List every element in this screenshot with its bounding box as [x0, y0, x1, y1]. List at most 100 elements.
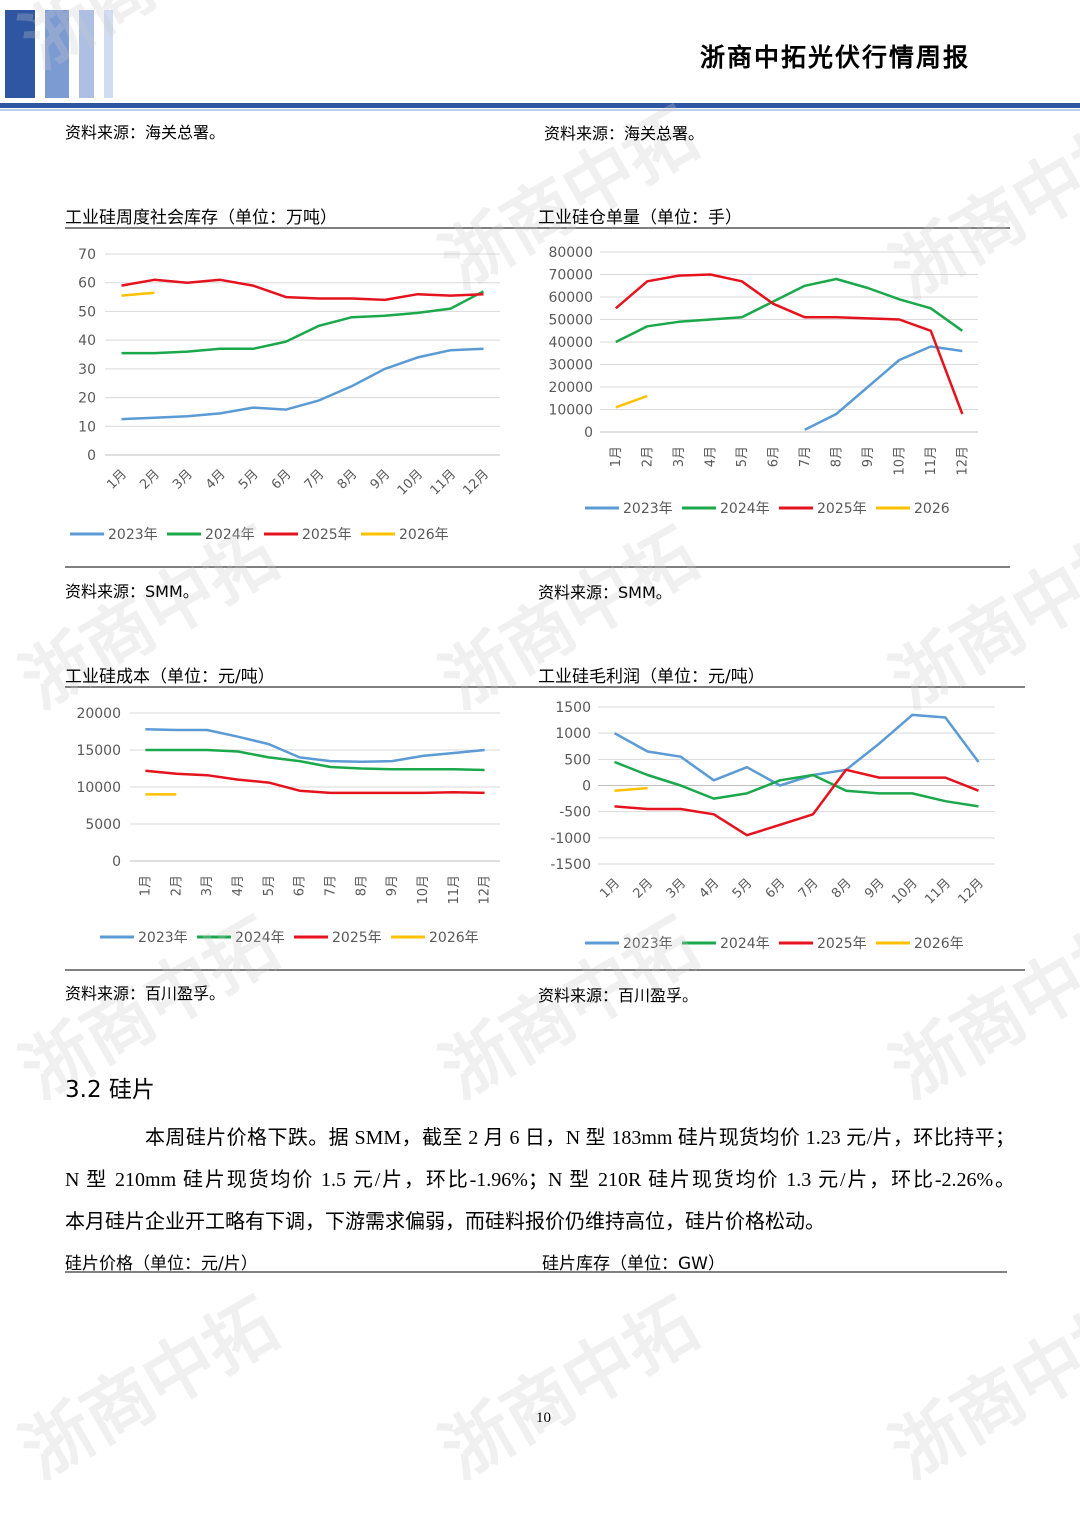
x-tick-label: 1月	[138, 875, 153, 896]
chart-title: 工业硅仓单量（单位：手）	[538, 208, 742, 228]
x-tick-label: 4月	[703, 446, 718, 467]
legend-label: 2026年	[914, 936, 964, 952]
legend-label: 2023年	[138, 930, 188, 946]
legend-label: 2023年	[623, 501, 673, 517]
y-tick-label: 80000	[548, 245, 593, 261]
chart-title: 工业硅毛利润（单位：元/吨）	[538, 667, 765, 687]
x-tick-label: 4月	[203, 467, 229, 493]
chart-title: 工业硅成本（单位：元/吨）	[65, 667, 275, 687]
series-line	[121, 347, 484, 421]
y-tick-label: 10000	[548, 403, 593, 419]
y-tick-label: 1500	[555, 700, 591, 716]
legend-label: 2025年	[332, 930, 382, 946]
x-tick-label: 12月	[461, 467, 492, 498]
series-line	[615, 277, 964, 344]
legend-label: 2025年	[302, 527, 352, 543]
y-tick-label: 60	[78, 276, 96, 292]
header-bar	[79, 10, 94, 98]
legend-label: 2026	[914, 501, 950, 517]
x-tick-label: 3月	[672, 446, 687, 467]
y-tick-label: 40	[78, 333, 96, 349]
y-tick-label: 70000	[548, 268, 593, 284]
x-tick-label: 5月	[236, 467, 262, 493]
legend-label: 2024年	[235, 930, 285, 946]
x-tick-label: 7月	[302, 467, 328, 493]
legend-label: 2026年	[429, 930, 479, 946]
x-tick-label: 11月	[922, 876, 953, 907]
y-tick-label: 30	[78, 362, 96, 378]
legend-label: 2023年	[108, 527, 158, 543]
y-tick-label: 30000	[548, 358, 593, 374]
series-line	[614, 786, 648, 792]
legend-label: 2024年	[205, 527, 255, 543]
source: 资料来源：SMM。	[538, 583, 672, 602]
y-tick-label: 60000	[548, 290, 593, 306]
legend-label: 2025年	[817, 501, 867, 517]
section-heading: 3.2 硅片	[65, 1077, 155, 1103]
x-tick-label: 12月	[955, 876, 986, 907]
x-tick-label: 1月	[104, 467, 130, 493]
y-tick-label: 20	[78, 391, 96, 407]
y-tick-label: 15000	[76, 743, 121, 759]
caption: 硅片价格（单位：元/片）	[65, 1254, 258, 1274]
x-tick-label: 8月	[829, 446, 844, 467]
y-tick-label: 20000	[548, 380, 593, 396]
y-tick-label: 1000	[555, 726, 591, 742]
x-tick-label: 10月	[395, 467, 426, 498]
x-tick-label: 4月	[231, 875, 246, 896]
y-tick-label: 50000	[548, 313, 593, 329]
series-line	[121, 278, 484, 302]
paragraph-line: 本周硅片价格下跌。据 SMM，截至 2 月 6 日，N 型 183mm 硅片现货…	[145, 1127, 1015, 1149]
x-tick-label: 9月	[861, 446, 876, 467]
x-tick-label: 5月	[735, 446, 750, 467]
x-tick-label: 9月	[368, 467, 394, 493]
series-line	[121, 290, 485, 355]
y-tick-label: 0	[582, 779, 591, 795]
y-tick-label: 0	[112, 854, 121, 870]
y-tick-label: -500	[559, 805, 591, 821]
y-tick-label: 5000	[85, 817, 121, 833]
paragraph-line: 本月硅片企业开工略有下调，下游需求偏弱，而硅料报价仍维持高位，硅片价格松动。	[65, 1211, 825, 1233]
x-tick-label: 9月	[385, 875, 400, 896]
caption: 硅片库存（单位：GW）	[542, 1254, 725, 1274]
x-tick-label: 11月	[447, 875, 462, 905]
x-tick-label: 3月	[200, 875, 215, 896]
source: 资料来源：百川盈孚。	[538, 986, 699, 1005]
x-tick-label: 6月	[766, 446, 781, 467]
x-tick-label: 7月	[798, 446, 813, 467]
y-tick-label: -1000	[550, 831, 591, 847]
y-tick-label: 0	[87, 448, 96, 464]
x-tick-label: 2月	[137, 467, 163, 493]
source: 资料来源：百川盈孚。	[65, 984, 226, 1003]
page-number: 10	[536, 1410, 551, 1426]
header-bar	[104, 10, 113, 98]
y-tick-label: 50	[78, 304, 96, 320]
series-line	[615, 394, 648, 409]
x-tick-label: 1月	[609, 446, 624, 467]
paragraph-line: N 型 210mm 硅片现货均价 1.5 元/片，环比-1.96%；N 型 21…	[65, 1169, 1015, 1191]
series-line	[145, 748, 485, 772]
series-line	[145, 728, 485, 764]
x-tick-label: 10月	[416, 875, 431, 905]
x-tick-label: 4月	[697, 876, 723, 902]
y-tick-label: 10	[78, 419, 96, 435]
x-tick-label: 8月	[829, 876, 855, 902]
source: 资料来源：海关总署。	[65, 123, 226, 142]
header-bar	[45, 10, 69, 98]
x-tick-label: 3月	[170, 467, 196, 493]
chart-title: 工业硅周度社会库存（单位：万吨）	[65, 208, 337, 228]
header-rule	[0, 103, 1080, 108]
y-tick-label: 20000	[76, 706, 121, 722]
x-tick-label: 11月	[428, 467, 459, 498]
x-tick-label: 6月	[269, 467, 295, 493]
x-tick-label: 10月	[889, 876, 920, 907]
x-tick-label: 2月	[640, 446, 655, 467]
legend-label: 2026年	[399, 527, 449, 543]
series-line	[145, 769, 485, 795]
x-tick-label: 9月	[862, 876, 888, 902]
source: 资料来源：SMM。	[65, 582, 199, 601]
series-line	[121, 291, 155, 297]
x-tick-label: 5月	[730, 876, 756, 902]
legend-label: 2023年	[623, 936, 673, 952]
